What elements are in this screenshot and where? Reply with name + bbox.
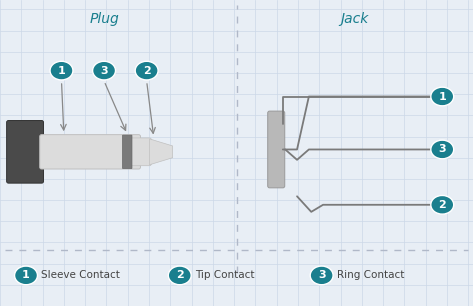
Text: Jack: Jack: [341, 12, 369, 26]
Ellipse shape: [15, 266, 37, 285]
Text: 1: 1: [22, 271, 30, 280]
Ellipse shape: [310, 266, 333, 285]
Ellipse shape: [168, 266, 191, 285]
Text: 3: 3: [318, 271, 325, 280]
Ellipse shape: [93, 61, 115, 80]
Text: 2: 2: [176, 271, 184, 280]
Text: Ring Contact: Ring Contact: [337, 271, 404, 280]
Text: 1: 1: [438, 91, 446, 102]
FancyBboxPatch shape: [268, 111, 285, 188]
Ellipse shape: [50, 61, 73, 80]
FancyBboxPatch shape: [123, 135, 132, 169]
Ellipse shape: [431, 140, 454, 159]
Text: 2: 2: [438, 200, 446, 210]
Ellipse shape: [431, 196, 454, 214]
FancyBboxPatch shape: [40, 135, 140, 169]
Text: 2: 2: [143, 65, 150, 76]
Ellipse shape: [431, 87, 454, 106]
Text: 1: 1: [58, 65, 65, 76]
Text: Sleeve Contact: Sleeve Contact: [41, 271, 120, 280]
Text: 3: 3: [100, 65, 108, 76]
Text: 3: 3: [438, 144, 446, 155]
Text: Plug: Plug: [89, 12, 119, 26]
Polygon shape: [149, 139, 173, 165]
FancyBboxPatch shape: [130, 138, 151, 166]
FancyBboxPatch shape: [7, 121, 44, 183]
Ellipse shape: [135, 61, 158, 80]
Text: Tip Contact: Tip Contact: [195, 271, 254, 280]
